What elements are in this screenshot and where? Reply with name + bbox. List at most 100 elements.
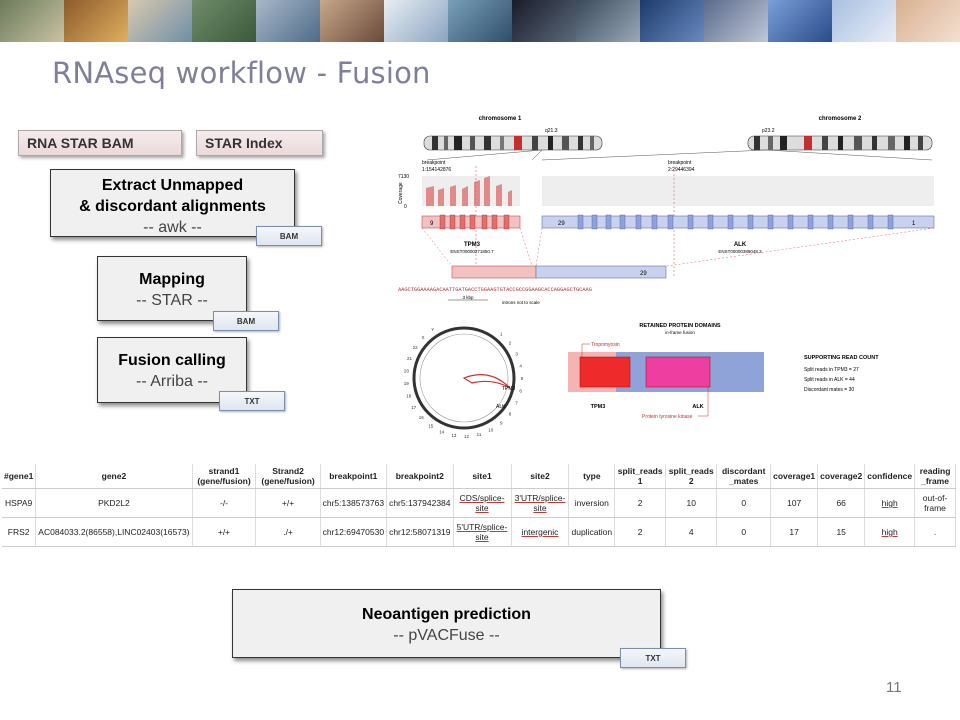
- table-header-cell: site2: [511, 464, 570, 489]
- gene1-exons: [439, 214, 510, 230]
- step-mapping-title: Mapping: [139, 271, 205, 288]
- step-mapping: Mapping -- STAR --: [97, 256, 247, 321]
- domains-subtitle: in-frame fusion: [665, 330, 695, 335]
- gene1-name: TPM3: [464, 242, 481, 248]
- breakpoint2-label: breakpoint: [668, 160, 692, 166]
- fusion-visualization-figure: chromosome 1 chromosome 2 q21.3 p23.2 br…: [398, 116, 935, 438]
- scale-label: 3 kbp: [462, 295, 474, 300]
- table-cell: 0: [716, 517, 772, 547]
- step-fusion-title: Fusion calling: [118, 352, 226, 369]
- chromosome1-label: chromosome 1: [479, 116, 522, 122]
- table-header-cell: Strand2 (gene/fusion): [255, 464, 321, 489]
- table-cell: duplication: [568, 517, 616, 547]
- circos-chromosome-label: 7: [515, 401, 518, 406]
- circos-chromosome-label: 16: [419, 415, 425, 420]
- gene2-track: [541, 215, 935, 229]
- fusion-results-table: #gene1 gene2 strand1 (gene/fusion) Strand2 …: [2, 464, 956, 547]
- step-extract-title-line1: Extract Unmapped: [101, 177, 244, 194]
- kinase-domain: [645, 356, 711, 388]
- circos-chromosome-label: 14: [439, 430, 445, 435]
- circos-chromosome-label: 5: [521, 376, 524, 381]
- coverage-min-label: 0: [404, 204, 407, 210]
- exon-right-label: 29: [558, 221, 565, 227]
- output-tag-txt: TXT: [219, 391, 285, 411]
- output-tag-bam: BAM: [213, 311, 279, 331]
- domain2-label: Protein tyrosine kinase: [642, 414, 693, 420]
- table-header-cell: coverage2: [817, 464, 866, 489]
- table-cell: +/+: [255, 488, 321, 518]
- table-cell: .: [914, 517, 956, 547]
- support-line-3: Discordant mates = 30: [804, 387, 854, 393]
- circos-chromosome-label: 20: [404, 368, 410, 373]
- coverage-max-label: 7130: [398, 174, 409, 180]
- table-cell: 5'UTR/splice-site: [453, 517, 512, 547]
- table-cell: 0: [716, 488, 772, 518]
- table-header-cell: #gene1: [2, 464, 37, 489]
- table-cell: CDS/splice-site: [453, 488, 512, 518]
- table-cell: 2: [614, 488, 667, 518]
- coverage-track-gene2: [542, 176, 934, 206]
- step-fusion-calling: Fusion calling -- Arriba --: [97, 337, 247, 403]
- step-fusion-tool: -- Arriba --: [136, 373, 208, 390]
- table-cell: intergenic: [511, 517, 570, 547]
- exon-left-label: 9: [430, 221, 434, 227]
- circos-chromosome-label: 17: [411, 405, 417, 410]
- header-photo-banner: [0, 0, 960, 42]
- gene2-exons: [577, 214, 894, 230]
- coverage-axis-label: Coverage: [398, 182, 404, 204]
- table-header-cell: type: [568, 464, 616, 489]
- table-cell: 10: [665, 488, 718, 518]
- support-line-1: Split reads in TPM3 = 27: [804, 367, 859, 373]
- band1-label: q21.3: [545, 128, 558, 134]
- table-cell: chr5:137942384: [386, 488, 454, 518]
- circos-chromosome-label: 2: [509, 341, 512, 346]
- chromosome2-label: chromosome 2: [819, 116, 862, 122]
- table-cell: 107: [770, 488, 819, 518]
- breakpoint1-position: 1:154142876: [422, 167, 451, 173]
- table-row: HSPA9 PKD2L2 -/- +/+ chr5:138573763 chr5:1379…: [2, 488, 956, 518]
- circos-chromosome-label: 9: [500, 420, 503, 425]
- table-cell: 3'UTR/splice-site: [511, 488, 570, 518]
- table-cell: -/-: [192, 488, 257, 518]
- circos-chromosome-label: 4: [519, 363, 522, 368]
- circos-chromosome-label: Y: [431, 327, 434, 332]
- chromosome2-ideogram: [747, 135, 933, 151]
- chromosome1-ideogram: [423, 135, 603, 151]
- table-cell: high: [864, 488, 916, 518]
- circos-chromosome-label: 6: [519, 389, 522, 394]
- circos-chromosome-label: 19: [404, 381, 410, 386]
- table-header-cell: discordant _mates: [716, 464, 772, 489]
- circos-gene1-label: TPM3: [502, 386, 516, 392]
- output-tag-bam: BAM: [256, 226, 322, 246]
- circos-plot: TPM3 ALK: [412, 326, 516, 430]
- circos-chromosome-label: 13: [451, 433, 457, 438]
- output-tag-txt: TXT: [620, 648, 686, 668]
- circos-chromosome-label: 22: [413, 345, 419, 350]
- table-cell: out-of-frame: [914, 488, 956, 518]
- table-cell: 2: [614, 517, 667, 547]
- table-cell: chr12:58071319: [386, 517, 454, 547]
- protein-gene2-label: ALK: [692, 404, 703, 410]
- circos-chromosome-label: 21: [407, 356, 413, 361]
- step-neoantigen-prediction: Neoantigen prediction -- pVACFuse --: [232, 589, 661, 658]
- table-cell: +/+: [192, 517, 257, 547]
- rna-star-bam-input: RNA STAR BAM: [18, 130, 182, 156]
- table-header-cell: gene2: [35, 464, 193, 489]
- table-cell: chr5:138573763: [320, 488, 388, 518]
- table-header-cell: confidence: [864, 464, 916, 489]
- circos-chromosome-label: 12: [464, 434, 470, 438]
- introns-note: introns not to scale: [502, 300, 540, 305]
- table-cell: FRS2: [2, 517, 37, 547]
- table-header-cell: breakpoint1: [320, 464, 388, 489]
- star-index-input: STAR Index: [196, 130, 323, 156]
- table-cell: AC084033.2(86558),LINC02403(16573): [35, 517, 193, 547]
- circos-chromosome-label: 15: [428, 424, 434, 429]
- circos-chromosome-label: 1: [500, 332, 503, 337]
- support-line-2: Split reads in ALK = 44: [804, 377, 855, 383]
- circos-chromosome-label: 3: [515, 352, 518, 357]
- protein-gene1-label: TPM3: [591, 404, 606, 410]
- fusion-sequence: AAGCTGGAAAAGACAATTGATGACCTGGAAGTGTACCGCC…: [398, 287, 592, 293]
- table-cell: ./+: [255, 517, 321, 547]
- table-cell: 17: [770, 517, 819, 547]
- fused-transcript-gene2-part: [535, 265, 667, 279]
